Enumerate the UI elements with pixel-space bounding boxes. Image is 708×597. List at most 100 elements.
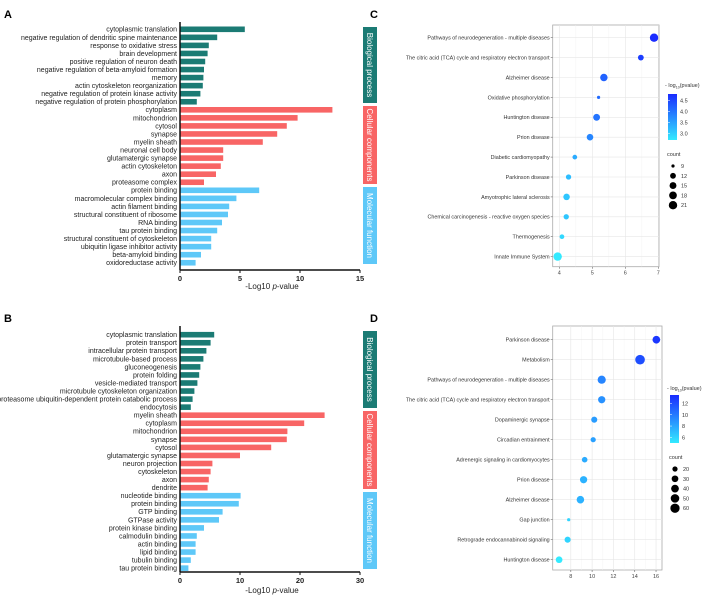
category-strip-label: Biological process <box>365 33 374 97</box>
point-label: Huntington disease <box>504 558 550 564</box>
color-legend-title-prefix: - log <box>665 83 676 89</box>
point-label: Chemical carcinogenesis - reactive oxyge… <box>427 215 550 221</box>
bar <box>180 243 212 250</box>
bar <box>180 492 241 499</box>
bar <box>180 404 191 410</box>
bar <box>180 364 201 370</box>
bar-label: negative regulation of beta-amyloid form… <box>37 67 177 74</box>
panel-letter: C <box>370 9 378 21</box>
x-tick-label: 4 <box>558 271 561 277</box>
bar <box>180 74 204 81</box>
bar <box>180 66 204 73</box>
point-label: Metabolism <box>522 358 550 364</box>
bubble-point <box>598 396 606 404</box>
bar-label: macromolecular complex binding <box>75 196 177 203</box>
bar-label: gluconeogenesis <box>124 364 177 371</box>
bubble-point <box>563 214 569 220</box>
bubble-point <box>590 437 596 443</box>
bar-label: memory <box>152 75 178 82</box>
bar <box>180 428 288 435</box>
bar <box>180 517 219 523</box>
point-label: The citric acid (TCA) cycle and respirat… <box>406 56 550 62</box>
size-legend-label: 18 <box>681 193 687 199</box>
plot-area <box>552 24 660 268</box>
size-legend-dot <box>671 164 675 168</box>
bar-label: protein binding <box>131 501 177 508</box>
bubble-point <box>576 495 585 504</box>
point-label: Oxidative phosphorylation <box>488 95 550 101</box>
x-tick-label: 10 <box>296 274 304 283</box>
bar <box>180 187 260 194</box>
bubble-point <box>652 335 661 344</box>
bubble-point <box>559 234 565 240</box>
bar <box>180 259 196 266</box>
bar <box>180 155 224 161</box>
x-tick-label: 6 <box>624 271 627 277</box>
bar <box>180 549 196 555</box>
bubble-point <box>553 252 562 261</box>
bar-label: dendrite <box>152 485 177 492</box>
bar-label: endocytosis <box>140 405 177 412</box>
bar <box>180 412 325 418</box>
size-legend-dot <box>668 201 678 210</box>
size-legend-label: 40 <box>683 487 689 493</box>
bar <box>180 557 191 563</box>
x-axis-label-italic: p <box>271 586 277 595</box>
bar-label: positive regulation of neuron death <box>70 59 178 66</box>
size-legend-dot <box>670 503 680 513</box>
x-axis-label-prefix: -Log10 <box>245 586 272 595</box>
category-strip <box>363 492 377 569</box>
bar-label: structural constituent of ribosome <box>74 212 177 219</box>
bar-label: glutamatergic synapse <box>107 156 177 163</box>
x-tick-label: 0 <box>178 274 182 283</box>
bar-label: negative regulation of dendritic spine m… <box>21 35 177 42</box>
bubble-point <box>597 375 606 384</box>
bar-label: mitochondrion <box>133 429 177 436</box>
bar <box>180 90 201 97</box>
color-legend-title: - log10(pvalue) <box>665 83 700 90</box>
category-strip <box>363 27 377 103</box>
bubble-point <box>563 193 570 201</box>
size-legend-label: 15 <box>681 184 687 190</box>
panel-letter: D <box>370 313 378 325</box>
bar <box>180 541 196 547</box>
colorbar-tick-label: 8 <box>682 424 685 430</box>
plot-area <box>552 325 663 571</box>
bar <box>180 339 211 346</box>
bar <box>180 460 213 467</box>
point-label: Gap junction <box>519 518 549 524</box>
bubble-point <box>564 536 571 543</box>
bar <box>180 82 203 89</box>
point-label: Prion disease <box>517 478 550 484</box>
point-label: Pathways of neurodegeneration - multiple… <box>427 378 550 384</box>
bubble-point <box>581 456 588 463</box>
bar-label: vesicle-mediated transport <box>95 380 177 387</box>
bubble-point <box>596 95 601 99</box>
x-tick-label: 12 <box>610 574 616 580</box>
colorbar-tick-label: 3.0 <box>680 131 688 137</box>
panel-d: D 8 10 12 14 16 Parkinson disease Metabolism Pat… <box>370 313 702 580</box>
bar <box>180 42 209 49</box>
bar-label: nucleotide binding <box>121 493 178 500</box>
bar-label: lipid binding <box>140 549 177 556</box>
x-tick-label: 8 <box>569 574 572 580</box>
bar <box>180 235 212 242</box>
bar-label: brain development <box>119 51 177 58</box>
size-legend-label: 21 <box>681 203 687 209</box>
colorbar <box>670 395 679 443</box>
bar-label: cytoplasm <box>145 421 177 428</box>
x-axis-label-suffix: -value <box>277 282 299 291</box>
x-tick-label: 5 <box>591 271 594 277</box>
point-label: Alzheimer disease <box>506 498 550 504</box>
bar-label: actin filament binding <box>111 204 177 211</box>
bar-label: tubulin binding <box>132 558 177 565</box>
bubble-point <box>586 133 594 141</box>
bar-label: protein folding <box>133 372 177 379</box>
bar-label: axon <box>162 477 177 484</box>
bar <box>180 98 197 105</box>
x-axis-label: -Log10 p-value <box>245 586 299 595</box>
colorbar-tick-label: 4.0 <box>680 110 688 116</box>
size-legend-dot <box>670 172 676 179</box>
x-axis-label-suffix: -value <box>277 586 299 595</box>
